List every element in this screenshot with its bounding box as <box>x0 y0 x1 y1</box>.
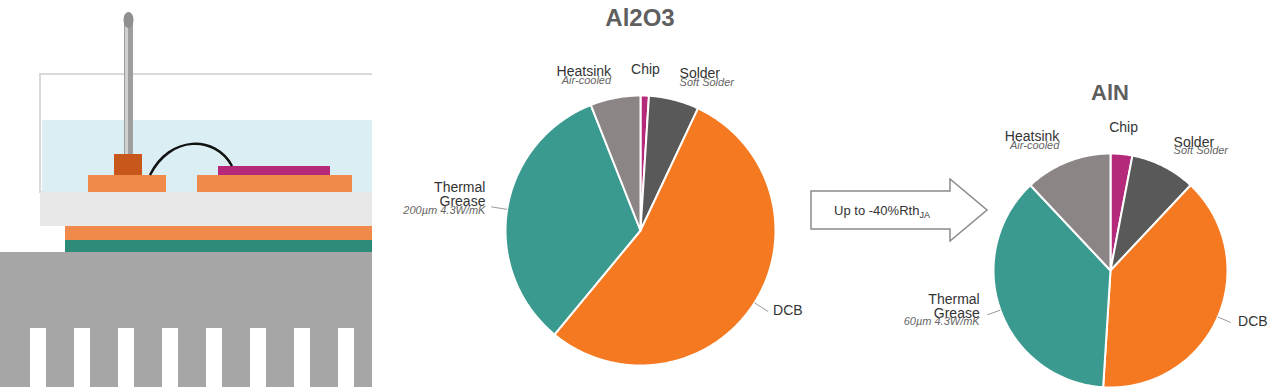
svg-text:Soft Solder: Soft Solder <box>680 76 736 88</box>
svg-text:Up to -40%RthJA: Up to -40%RthJA <box>834 203 930 220</box>
svg-text:Air-cooled: Air-cooled <box>1009 139 1060 151</box>
svg-text:DCB: DCB <box>773 302 803 318</box>
svg-text:60µm 4.3W/mK: 60µm 4.3W/mK <box>904 315 981 327</box>
svg-text:Chip: Chip <box>1109 119 1138 135</box>
svg-text:Chip: Chip <box>631 61 660 77</box>
svg-text:DCB: DCB <box>1238 313 1268 329</box>
svg-text:200µm 4.3W/mK: 200µm 4.3W/mK <box>402 204 486 216</box>
svg-text:Air-cooled: Air-cooled <box>561 74 612 86</box>
svg-text:Soft Solder: Soft Solder <box>1174 144 1230 156</box>
